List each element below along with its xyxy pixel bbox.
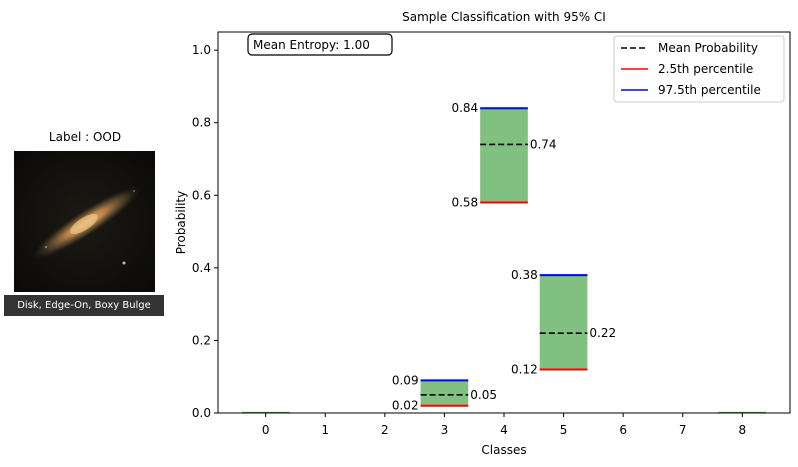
y-tick-label: 0.2 [192, 333, 211, 347]
entropy-box [247, 33, 393, 56]
legend-label: Mean Probability [658, 41, 758, 55]
lower-label-5: 0.12 [511, 362, 538, 376]
x-tick-label: 5 [560, 423, 568, 437]
x-tick-label: 6 [619, 423, 627, 437]
x-tick-label: 8 [739, 423, 747, 437]
x-tick-label: 7 [679, 423, 687, 437]
y-tick-label: 1.0 [192, 43, 211, 57]
y-tick-label: 0.4 [192, 261, 211, 275]
legend-box [613, 35, 785, 103]
chart-title: Sample Classification with 95% CI [402, 10, 606, 24]
x-tick-label: 1 [321, 423, 329, 437]
thumbnail-caption: Disk, Edge-On, Boxy Bulge [4, 295, 164, 316]
y-axis-label: Probability [174, 191, 188, 254]
mean-label-5: 0.22 [589, 326, 616, 340]
legend-label: 97.5th percentile [658, 83, 761, 97]
mean-label-4: 0.74 [530, 137, 557, 151]
x-tick-label: 4 [500, 423, 508, 437]
x-axis-label: Classes [481, 443, 526, 457]
lower-label-3: 0.02 [392, 399, 419, 413]
ci-bar-3 [420, 380, 469, 406]
ci-bar-5 [539, 275, 588, 370]
y-tick-label: 0.6 [192, 188, 211, 202]
upper-label-4: 0.84 [451, 101, 478, 115]
y-tick-label: 0.8 [192, 116, 211, 130]
upper-label-5: 0.38 [511, 268, 538, 282]
galaxy-icon [30, 185, 142, 265]
thumbnail-label: Label : OOD [48, 130, 122, 144]
x-tick-label: 2 [381, 423, 389, 437]
x-tick-label: 3 [441, 423, 449, 437]
y-tick-label: 0.0 [192, 406, 211, 420]
galaxy-image [14, 151, 155, 292]
x-tick-label: 0 [262, 423, 270, 437]
lower-label-4: 0.58 [451, 196, 478, 210]
mean-label-3: 0.05 [470, 388, 497, 402]
legend-label: 2.5th percentile [658, 62, 753, 76]
upper-label-3: 0.09 [392, 373, 419, 387]
ci-bar-4 [480, 108, 528, 203]
entropy-label: Mean Entropy: 1.00 [253, 38, 370, 52]
